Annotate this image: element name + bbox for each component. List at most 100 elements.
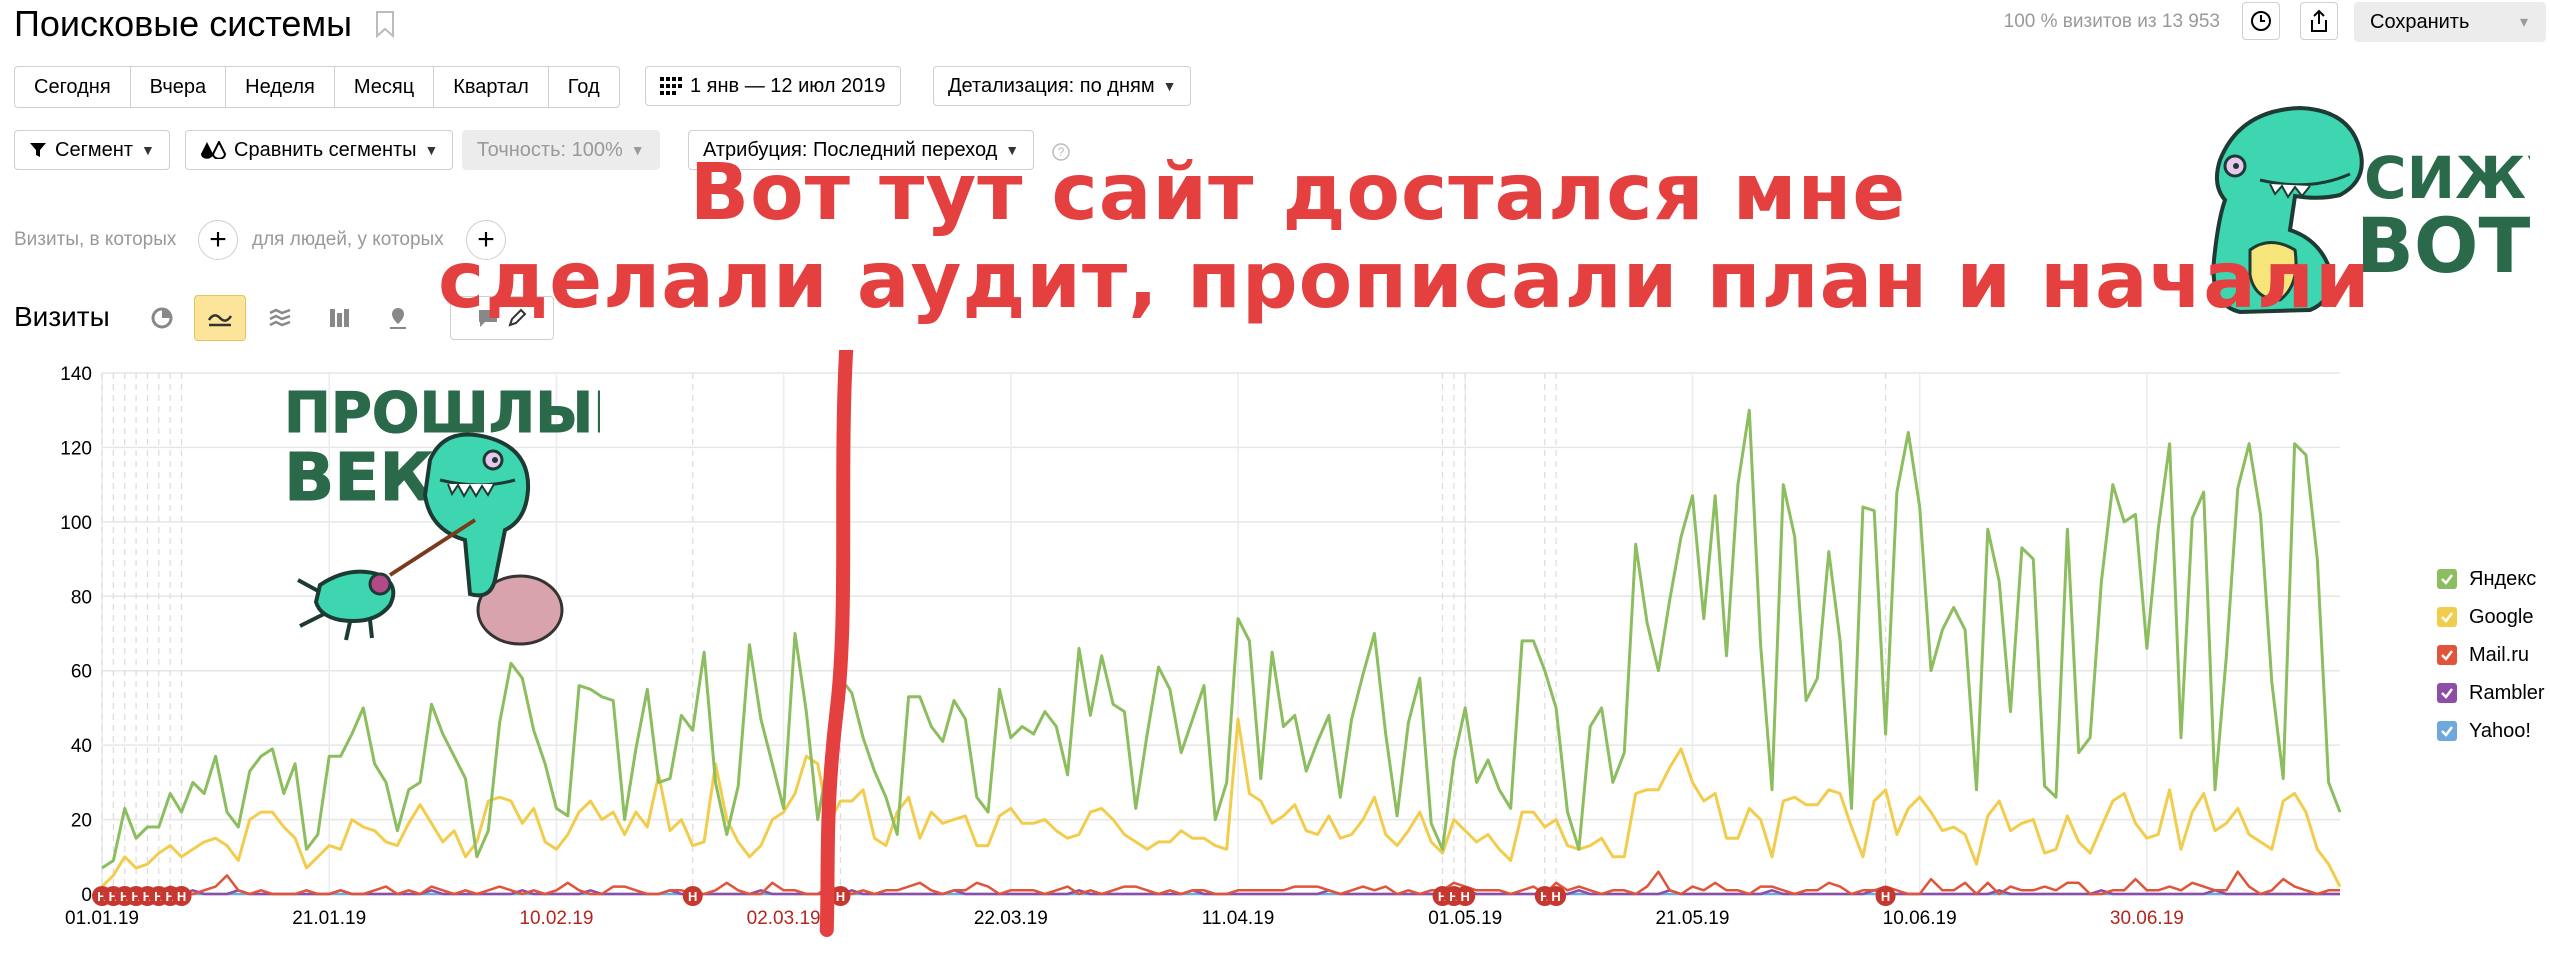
- annotations-toggle[interactable]: [450, 296, 554, 340]
- add-people-filter-button[interactable]: +: [466, 220, 506, 260]
- x-tick-label: 22.03.19: [974, 908, 1048, 929]
- attribution-label: Атрибуция: Последний переход: [703, 139, 998, 161]
- series-line-mailru: [102, 870, 2340, 896]
- period-month[interactable]: Месяц: [335, 67, 435, 107]
- annotation-marker-label: Н: [1449, 889, 1458, 904]
- annotation-marker: [682, 886, 703, 906]
- chevron-down-icon: ▼: [1005, 142, 1020, 158]
- date-range-picker[interactable]: 1 янв — 12 июл 2019: [645, 66, 901, 106]
- area-view-button[interactable]: [254, 295, 306, 341]
- period-quarter[interactable]: Квартал: [434, 67, 549, 107]
- annotation-marker-label: Н: [143, 889, 152, 904]
- legend-swatch: [2437, 607, 2457, 627]
- x-tick-label: 01.01.19: [65, 908, 139, 929]
- sticker-right-line2: ВОТ: [2356, 201, 2530, 290]
- clock-icon: [2251, 11, 2271, 31]
- detail-dropdown[interactable]: Детализация: по дням ▼: [933, 66, 1192, 106]
- annotation-marker: [1455, 886, 1476, 906]
- help-icon[interactable]: ?: [1052, 143, 1070, 161]
- chevron-down-icon: ▾: [2519, 14, 2528, 31]
- line-view-button[interactable]: [194, 295, 246, 341]
- add-visit-filter-button[interactable]: +: [198, 220, 238, 260]
- legend-label: Google: [2469, 605, 2534, 628]
- legend-label: Yahoo!: [2469, 719, 2531, 742]
- legend-swatch: [2437, 569, 2457, 589]
- annotation-marker-label: Н: [836, 889, 845, 904]
- annotation-marker-label: Н: [177, 889, 186, 904]
- annotation-marker-label: Н: [1438, 889, 1447, 904]
- compare-icon: [201, 141, 226, 159]
- annotation-marker: [830, 886, 851, 906]
- save-button-label: Сохранить: [2370, 10, 2470, 33]
- y-tick-label: 100: [60, 513, 92, 534]
- annotation-marker: [1546, 886, 1567, 906]
- x-tick-label: 10.02.19: [519, 908, 593, 929]
- annotation-marker-label: Н: [165, 889, 174, 904]
- annotation-marker-label: Н: [1461, 889, 1470, 904]
- attribution-dropdown[interactable]: Атрибуция: Последний переход ▼: [688, 130, 1035, 170]
- legend-item-yahoo[interactable]: Yahoo!: [2437, 712, 2545, 750]
- export-button[interactable]: [2300, 2, 2338, 40]
- chevron-down-icon: ▼: [630, 142, 645, 158]
- bar-view-button[interactable]: [314, 295, 366, 341]
- pie-view-button[interactable]: [136, 295, 188, 341]
- dinosaur-sticker-right: СИЖУ ВОТ: [2211, 105, 2530, 315]
- x-tick-label: 21.01.19: [292, 908, 366, 929]
- segment-label: Сегмент: [55, 139, 133, 161]
- legend-swatch: [2437, 683, 2457, 703]
- legend-item-rambler[interactable]: Rambler: [2437, 674, 2545, 712]
- sticker-left-line1: ПРОШЛЫЙ: [284, 380, 600, 446]
- share-icon: [2311, 9, 2327, 32]
- map-pin-icon: [390, 308, 406, 329]
- line-chart-icon: [207, 314, 233, 327]
- compare-segments-dropdown[interactable]: Сравнить сегменты ▼: [185, 130, 454, 170]
- calendar-icon: [660, 77, 682, 95]
- map-view-button[interactable]: [372, 295, 424, 341]
- y-tick-label: 60: [71, 662, 92, 683]
- y-tick-label: 40: [71, 736, 92, 757]
- period-selector: Сегодня Вчера Неделя Месяц Квартал Год: [14, 66, 620, 108]
- legend-label: Rambler: [2469, 681, 2545, 704]
- chevron-down-icon: ▼: [1162, 78, 1177, 94]
- accuracy-label: Точность: 100%: [477, 139, 623, 161]
- chart-legend: Яндекс Google Mail.ru Rambler Yahoo!: [2437, 560, 2545, 750]
- page-title: Поисковые системы: [14, 3, 353, 44]
- period-yesterday[interactable]: Вчера: [131, 67, 227, 107]
- legend-item-yandex[interactable]: Яндекс: [2437, 560, 2545, 598]
- section-title: Визиты: [14, 301, 110, 332]
- visits-total: 100 % визитов из 13 953: [2003, 11, 2220, 32]
- visits-filter-label: Визиты, в которых: [14, 229, 177, 250]
- visits-chart: 0 20 40 60 80 100 120 140 01.01.19 21.01.19 10.02.…: [60, 350, 2342, 937]
- annotation-marker-label: Н: [688, 889, 697, 904]
- chevron-down-icon: ▼: [140, 142, 155, 158]
- edit-icon: [508, 308, 527, 327]
- annotation-marker: [171, 886, 192, 906]
- period-today[interactable]: Сегодня: [15, 67, 131, 107]
- period-year[interactable]: Год: [567, 76, 600, 98]
- series-line-yandex: [101, 408, 2342, 870]
- chevron-down-icon: ▼: [424, 142, 439, 158]
- x-tick-label: 11.04.19: [1202, 908, 1275, 929]
- segment-dropdown[interactable]: Сегмент ▼: [14, 130, 170, 170]
- history-button[interactable]: [2242, 2, 2280, 40]
- annotation-marker-label: Н: [120, 889, 129, 904]
- people-filter-label: для людей, у которых: [252, 229, 444, 250]
- save-button[interactable]: Сохранить ▾: [2354, 2, 2546, 42]
- period-week[interactable]: Неделя: [226, 67, 335, 107]
- dinosaur-sticker-left: ПРОШЛЫЙ ВЕК: [284, 380, 600, 646]
- annotation-marker-label: Н: [97, 889, 106, 904]
- bookmark-icon[interactable]: [374, 10, 396, 38]
- y-tick-label: 0: [81, 885, 92, 906]
- annotation-marker-label: Н: [131, 889, 140, 904]
- sticker-left-line2: ВЕК: [284, 439, 433, 516]
- x-tick-label: 21.05.19: [1655, 908, 1729, 929]
- y-tick-label: 140: [60, 364, 92, 385]
- legend-label: Яндекс: [2469, 567, 2537, 590]
- legend-item-google[interactable]: Google: [2437, 598, 2545, 636]
- x-tick-label: 10.06.19: [1883, 908, 1957, 929]
- area-chart-icon: [269, 308, 291, 327]
- x-tick-label: 02.03.19: [747, 908, 821, 929]
- pie-chart-icon: [151, 307, 173, 329]
- legend-item-mailru[interactable]: Mail.ru: [2437, 636, 2545, 674]
- annotation-vertical-line: [819, 350, 854, 937]
